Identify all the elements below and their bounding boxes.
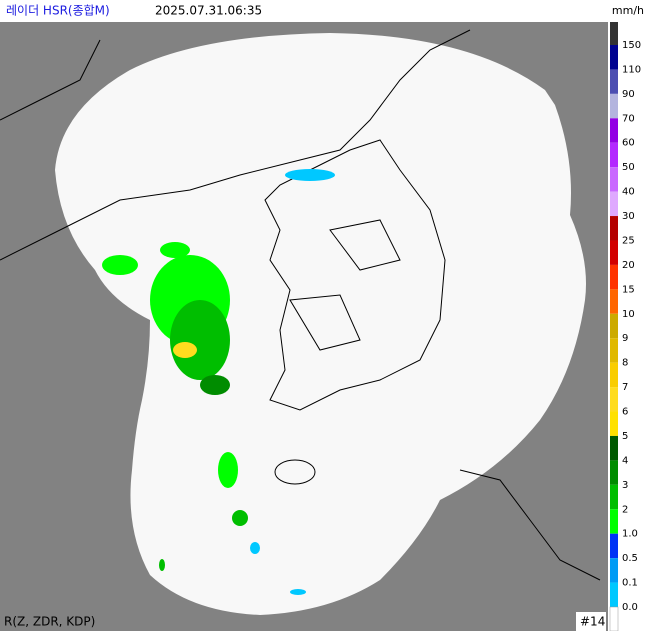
legend-swatch [610,93,618,119]
legend-swatch [610,533,618,559]
legend-swatch-bottom [609,606,619,632]
legend-swatch [610,387,618,412]
legend-label: 25 [622,235,635,246]
legend-label: 40 [622,187,635,198]
precipitation [102,169,335,595]
title: 레이더 HSR(종합M) [6,4,110,18]
legend-swatch [610,289,618,314]
legend-label: 2 [622,504,628,515]
legend-label: 20 [622,260,635,271]
legend-label: 10 [622,309,635,320]
legend-swatch [610,167,618,192]
timestamp: 2025.07.31.06:35 [155,4,262,18]
legend-swatch [610,142,618,168]
legend-label: 7 [622,382,628,393]
frame: #14 [580,615,605,629]
legend-swatch [610,22,618,45]
legend-label: 6 [622,407,628,418]
legend-swatch [610,313,618,339]
legend-label: 0.5 [622,553,638,564]
legend-swatch [610,362,618,388]
legend-label: 1.0 [622,529,638,540]
legend-swatch [610,582,618,607]
legend-label: 8 [622,358,628,369]
legend-swatch [610,509,618,534]
legend-label: 90 [622,89,635,100]
method: R(Z, ZDR, KDP) [4,615,95,629]
legend-swatch [610,484,618,510]
legend-swatch [610,45,618,70]
legend-swatch [610,191,618,217]
legend-label: 110 [622,64,641,75]
legend-swatch [610,240,618,265]
radar-coverage [55,33,586,615]
legend-label: 150 [622,40,641,51]
unit: mm/h [612,4,644,17]
legend-swatch [610,460,618,485]
legend-label: 70 [622,113,635,124]
legend-label: 3 [622,480,628,491]
legend-label: 0.1 [622,578,638,589]
legend-swatch [610,558,618,583]
coastlines [0,29,601,581]
legend-swatch [610,264,618,290]
legend-label: 60 [622,138,635,149]
legend-swatch [610,69,618,94]
legend-label: 30 [622,211,635,222]
legend-label: 5 [622,431,628,442]
legend-label: 0.0 [622,602,638,613]
legend-swatch [610,411,618,436]
legend-label: 15 [622,284,635,295]
frame-box [576,612,606,631]
legend-label: 50 [622,162,635,173]
legend: 150 110 90 70 60 50 40 30 25 20 15 10 9 8 7 6 5 4 3 2 1.0 0.5… [609,22,641,632]
legend-swatch [610,118,618,143]
legend-swatch [610,216,618,241]
legend-swatch [610,435,618,461]
legend-swatch [610,338,618,363]
legend-label: 9 [622,333,628,344]
legend-label: 4 [622,455,628,466]
